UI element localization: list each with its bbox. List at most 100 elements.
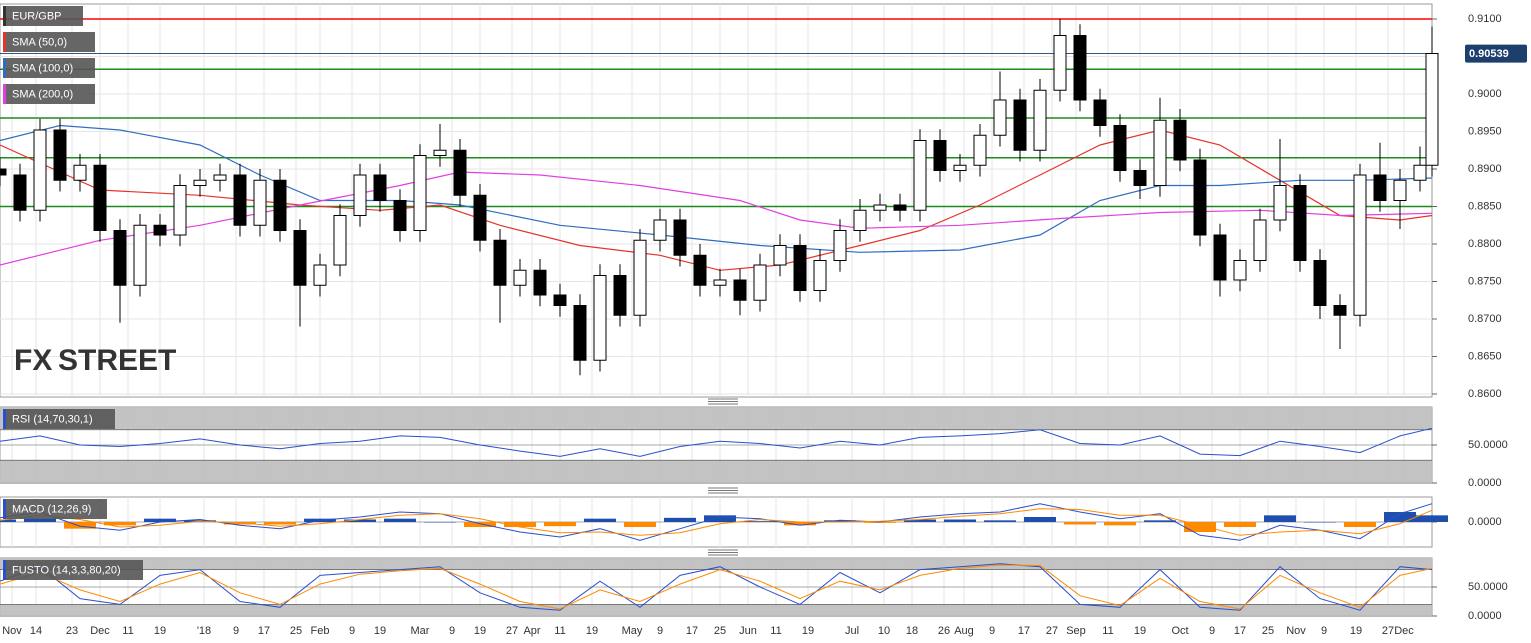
x-tick-label: 26 (938, 625, 950, 637)
candle-body (553, 294, 567, 306)
candle-body (1093, 99, 1107, 126)
candle-body (653, 219, 667, 241)
candle-body (1073, 35, 1087, 101)
candle-body (1193, 159, 1207, 236)
histogram-bar (1184, 522, 1216, 532)
candle-body (453, 149, 467, 196)
histogram-bar (64, 522, 96, 529)
x-tick-label: Dec (1394, 625, 1414, 637)
candle-body (1213, 234, 1227, 281)
legend-swatch (3, 84, 6, 104)
histogram-bar (264, 522, 296, 525)
candle-body (133, 224, 147, 286)
candle-body (393, 200, 407, 231)
x-tick-label: Feb (311, 625, 330, 637)
x-tick-label: 11 (554, 625, 565, 637)
histogram-bar (1024, 517, 1056, 522)
candle-body (53, 129, 67, 181)
candle-body (953, 164, 967, 171)
indicator-line (0, 563, 1433, 611)
candle-body (173, 185, 187, 236)
candle-body (153, 224, 167, 236)
candle-body (373, 174, 387, 201)
histogram-bar (784, 522, 816, 526)
candle-body (1333, 305, 1347, 316)
candle-body (1273, 185, 1287, 221)
x-tick-label: Jul (845, 625, 859, 637)
candle-body (893, 204, 907, 211)
x-tick-label: 10 (878, 625, 890, 637)
candle-body (613, 275, 627, 316)
histogram-bar (0, 519, 16, 522)
watermark: FX (14, 344, 52, 377)
histogram-bar (144, 518, 176, 522)
histogram-bar (384, 518, 416, 522)
candle-body (1033, 89, 1047, 151)
x-tick-label: 19 (374, 625, 386, 637)
y-tick-label: 0.8600 (1468, 388, 1502, 400)
candle-body (93, 164, 107, 231)
oversold-zone (0, 604, 1432, 616)
y-tick-label: 0.8900 (1468, 163, 1502, 175)
x-tick-label: '18 (197, 625, 211, 637)
candle-body (1353, 174, 1367, 316)
legend-label: MACD (12,26,9) (12, 503, 91, 515)
x-tick-label: 11 (1102, 625, 1113, 637)
candle-body (13, 174, 27, 211)
histogram-bar (24, 518, 56, 522)
y-tick-label: 0.0000 (1468, 477, 1502, 489)
x-tick-label: 17 (686, 625, 698, 637)
histogram-bar (1416, 515, 1448, 522)
x-tick-label: 19 (154, 625, 166, 637)
histogram-bar (624, 522, 656, 527)
candle-body (873, 204, 887, 211)
histogram-bar (1064, 522, 1096, 525)
x-tick-label: 19 (1350, 625, 1362, 637)
x-tick-label: Nov (1286, 625, 1306, 637)
x-tick-label: 27 (1382, 625, 1394, 637)
histogram-bar (1104, 522, 1136, 526)
candle-body (773, 245, 787, 266)
legend-swatch (3, 58, 6, 78)
histogram-bar (704, 515, 736, 522)
x-tick-label: 19 (586, 625, 598, 637)
candle-body (633, 239, 647, 316)
candle-body (73, 164, 87, 181)
candle-body (1293, 185, 1307, 261)
x-tick-label: 27 (1046, 625, 1058, 637)
x-tick-label: 9 (989, 625, 995, 637)
candle-body (753, 264, 767, 301)
candle-body (1413, 164, 1427, 181)
histogram-bar (944, 519, 976, 522)
candle-body (1113, 125, 1127, 171)
y-tick-label: 0.8650 (1468, 350, 1502, 362)
y-tick-label: 0.8700 (1468, 313, 1502, 325)
x-tick-label: 17 (258, 625, 270, 637)
candle-body (993, 99, 1007, 136)
y-tick-label: 50.0000 (1468, 439, 1508, 451)
candle-body (293, 230, 307, 286)
candle-body (1393, 179, 1407, 201)
histogram-bar (664, 517, 696, 522)
sma-line (0, 171, 1433, 266)
candle-body (533, 269, 547, 296)
candle-body (853, 209, 867, 231)
x-tick-label: Aug (954, 625, 974, 637)
candle-body (593, 275, 607, 361)
x-tick-label: Sep (1066, 625, 1086, 637)
candle-body (1233, 260, 1247, 281)
candle-body (693, 254, 707, 286)
histogram-bar (344, 519, 376, 522)
legend-label: SMA (50,0) (12, 36, 67, 48)
indicator-line (0, 508, 1433, 536)
histogram-bar (824, 520, 856, 522)
x-tick-label: 23 (66, 625, 78, 637)
x-tick-label: 18 (906, 625, 918, 637)
legend-box (3, 499, 107, 519)
histogram-bar (1264, 515, 1296, 522)
histogram-bar (104, 522, 136, 526)
histogram-bar (1304, 522, 1336, 523)
candle-body (353, 174, 367, 216)
candle-body (113, 230, 127, 286)
candle-body (913, 140, 927, 211)
